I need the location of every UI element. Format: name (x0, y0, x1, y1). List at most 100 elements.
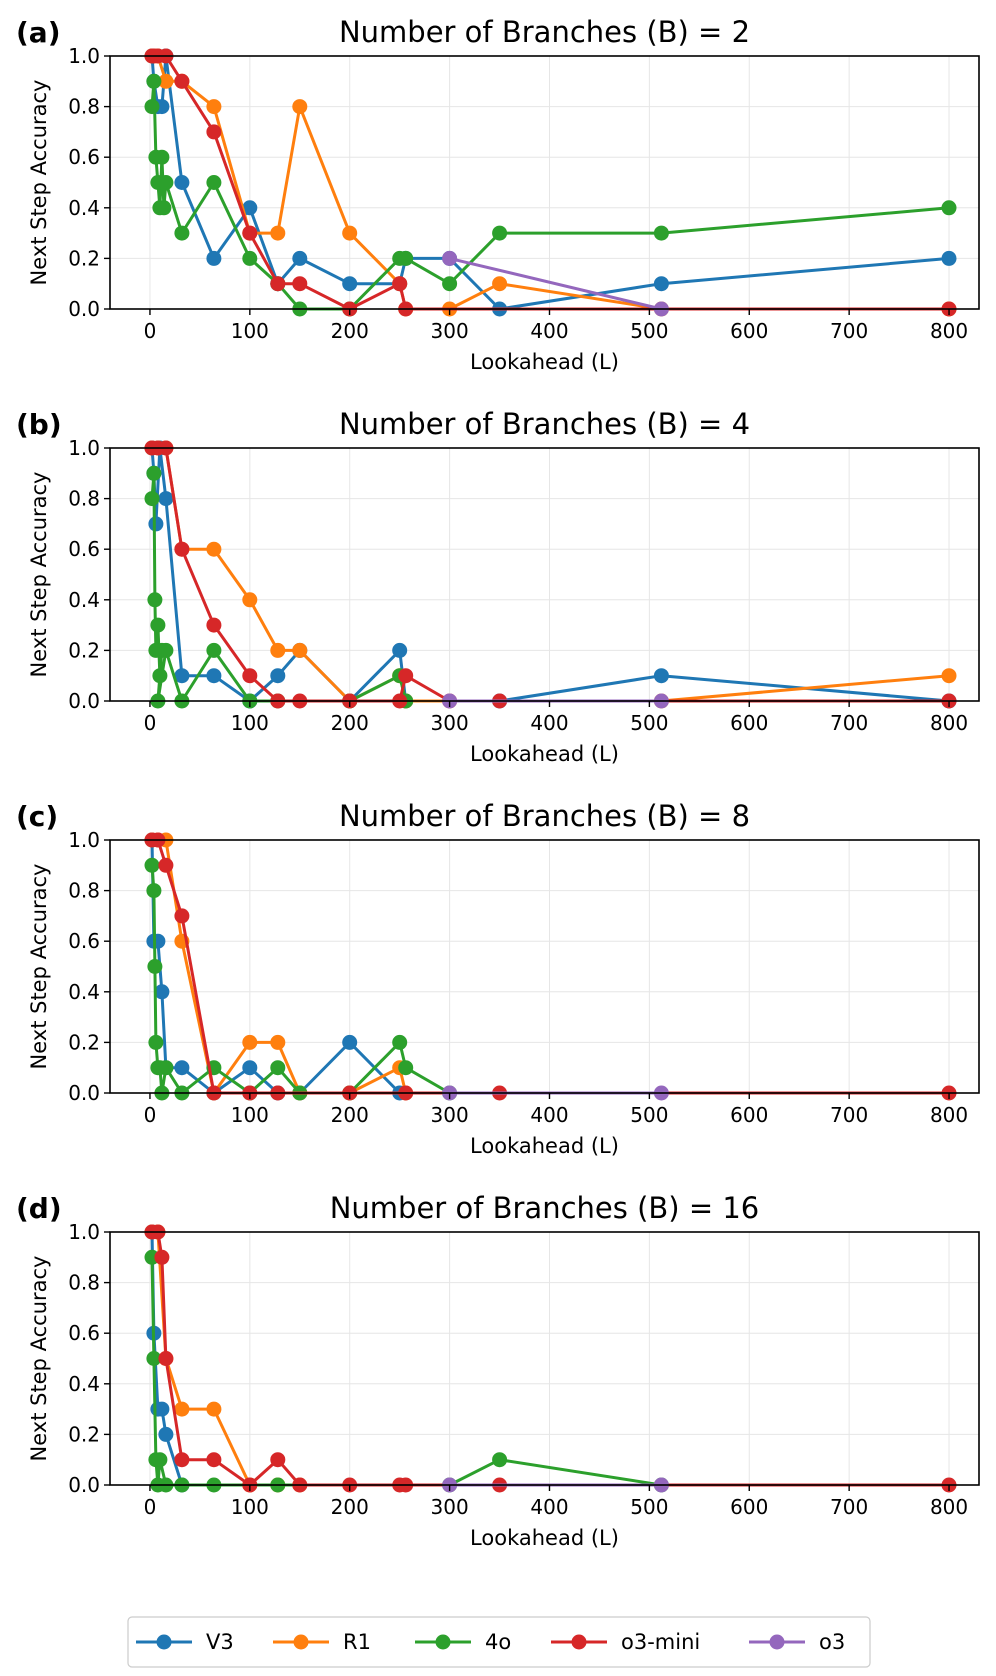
y-tick-label: 0.0 (68, 1473, 100, 1497)
series-line (150, 446, 950, 703)
data-point (146, 465, 162, 481)
x-tick-label: 200 (331, 319, 369, 343)
x-tick-label: 600 (730, 711, 768, 735)
x-tick-label: 100 (231, 319, 269, 343)
data-point (158, 1060, 174, 1076)
series-line (150, 1257, 662, 1487)
series-line (449, 256, 662, 311)
data-point (342, 1034, 358, 1050)
x-tick-label: 400 (530, 319, 568, 343)
panel-label: (c) (16, 800, 58, 833)
legend-box (127, 1616, 871, 1668)
x-tick-label: 800 (930, 711, 968, 735)
y-tick-label: 0.8 (68, 1271, 100, 1295)
chart-title: Number of Branches (B) = 4 (339, 407, 750, 441)
data-point (398, 668, 414, 684)
y-axis-label: Next Step Accuracy (27, 472, 51, 678)
data-point (342, 225, 358, 241)
x-tick-label: 300 (431, 1495, 469, 1519)
y-tick-label: 0.6 (68, 929, 100, 953)
y-tick-label: 0.6 (68, 145, 100, 169)
plot-frame (109, 839, 980, 1094)
legend-marker (156, 1634, 172, 1650)
legend-item: R1 (273, 1630, 371, 1654)
data-point (158, 491, 174, 507)
data-point (174, 668, 190, 684)
y-tick-label: 0.0 (68, 689, 100, 713)
data-point (206, 124, 222, 140)
legend-marker (435, 1634, 451, 1650)
y-tick-label: 1.0 (68, 1220, 100, 1244)
x-tick-label: 400 (530, 711, 568, 735)
data-point (270, 225, 286, 241)
data-point (174, 1060, 190, 1076)
series-line (152, 54, 949, 311)
data-point (148, 1034, 164, 1050)
data-point (156, 200, 172, 216)
series-line (152, 446, 950, 703)
data-point (653, 668, 669, 684)
data-point (158, 73, 174, 89)
series-group (144, 440, 957, 709)
x-tick-label: 700 (830, 1495, 868, 1519)
x-tick-label: 800 (930, 1103, 968, 1127)
data-point (158, 1426, 174, 1442)
data-point (292, 99, 308, 115)
data-point (147, 592, 163, 608)
legend: V3 R1 4o o3-mini o3 (127, 1616, 871, 1668)
x-tick-label: 300 (431, 319, 469, 343)
y-axis-label: Next Step Accuracy (27, 80, 51, 286)
data-point (152, 1452, 168, 1468)
data-point (148, 516, 164, 532)
x-tick-label: 800 (930, 319, 968, 343)
series-line (152, 1230, 949, 1487)
series-line (152, 1230, 300, 1487)
y-tick-label: 0.6 (68, 537, 100, 561)
data-point (392, 642, 408, 658)
data-point (146, 883, 162, 899)
data-point (206, 250, 222, 266)
series-group (144, 1224, 957, 1493)
data-point (492, 276, 508, 292)
data-point (270, 642, 286, 658)
x-axis-label: Lookahead (L) (470, 350, 619, 374)
legend-item: o3-mini (551, 1630, 700, 1654)
x-tick-label: 700 (830, 1103, 868, 1127)
x-axis-label: Lookahead (L) (470, 742, 619, 766)
chart-title: Number of Branches (B) = 16 (330, 1191, 760, 1225)
grid (110, 1231, 979, 1486)
x-axis-label: Lookahead (L) (470, 1134, 619, 1158)
x-tick-label: 0 (144, 711, 157, 735)
panel-label: (b) (16, 408, 62, 441)
data-point (242, 200, 258, 216)
x-tick-label: 400 (530, 1103, 568, 1127)
grid (110, 55, 979, 310)
legend-item: 4o (415, 1630, 511, 1654)
data-point (144, 99, 160, 115)
chart-title: Number of Branches (B) = 8 (339, 799, 750, 833)
data-point (653, 276, 669, 292)
legend-item: V3 (136, 1630, 234, 1654)
data-point (206, 1452, 222, 1468)
data-point (154, 1249, 170, 1265)
data-point (158, 857, 174, 873)
chart-panel: 0 100 200 300 400 500 600 700 800 0.0 0.2 0.4 0.6 0.8… (16, 799, 980, 1158)
data-point (206, 1401, 222, 1417)
x-tick-label: 500 (630, 1103, 668, 1127)
data-point (206, 99, 222, 115)
data-point (941, 200, 957, 216)
data-point (206, 617, 222, 633)
data-point (174, 73, 190, 89)
legend-label: o3 (819, 1630, 845, 1654)
chart-panels: 0 100 200 300 400 500 600 700 800 0.0 0.2 0.4 0.6 0.8… (16, 15, 980, 1550)
data-point (242, 668, 258, 684)
y-tick-label: 0.8 (68, 487, 100, 511)
data-point (154, 984, 170, 1000)
y-tick-label: 1.0 (68, 436, 100, 460)
y-tick-label: 0.2 (68, 1030, 100, 1054)
x-tick-label: 0 (144, 1103, 157, 1127)
y-tick-label: 0.6 (68, 1321, 100, 1345)
x-tick-label: 200 (331, 1103, 369, 1127)
legend-label: V3 (206, 1630, 234, 1654)
